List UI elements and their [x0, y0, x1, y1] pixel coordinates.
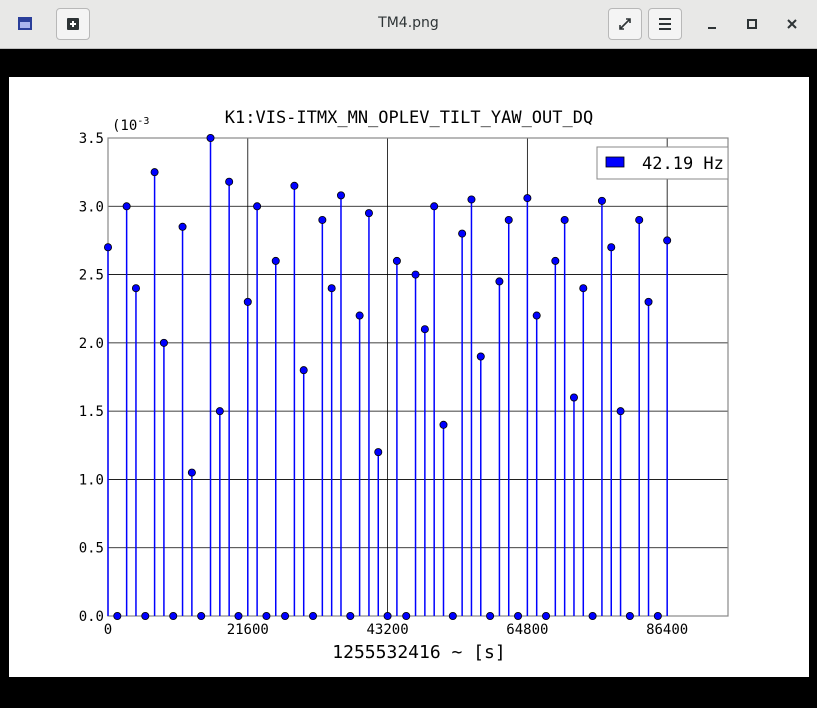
y-tick-label: 3.5: [79, 131, 104, 147]
stem-marker: [439, 420, 448, 429]
stem-marker: [486, 612, 495, 621]
stem-marker: [551, 256, 560, 265]
stem-marker: [309, 612, 318, 621]
stem-marker: [579, 284, 588, 293]
app-icon: [8, 8, 42, 40]
stem-marker: [607, 243, 616, 252]
legend-swatch: [605, 156, 625, 168]
stem-marker: [336, 191, 345, 200]
new-button[interactable]: [56, 8, 90, 40]
stem-marker: [597, 196, 606, 205]
stem-marker: [532, 311, 541, 320]
stem-marker: [448, 612, 457, 621]
stem-marker: [458, 229, 467, 238]
stem-marker: [253, 202, 262, 211]
stem-marker: [542, 612, 551, 621]
stem-marker: [504, 215, 513, 224]
stem-marker: [653, 612, 662, 621]
x-tick-label: 64800: [506, 622, 548, 638]
x-tick-label: 86400: [646, 622, 688, 638]
stem-marker: [355, 311, 364, 320]
stem-marker: [215, 407, 224, 416]
stem-marker: [318, 215, 327, 224]
stem-marker: [588, 612, 597, 621]
stem-marker: [476, 352, 485, 361]
stem-marker: [281, 612, 290, 621]
stem-marker: [430, 202, 439, 211]
stem-marker: [467, 195, 476, 204]
stem-marker: [663, 236, 672, 245]
y-tick-label: 2.5: [79, 268, 104, 284]
stem-marker: [206, 134, 215, 143]
multiplier-base: (10: [112, 118, 137, 134]
y-tick-label: 2.0: [79, 336, 104, 352]
stem-marker: [178, 222, 187, 231]
stem-marker: [392, 256, 401, 265]
x-axis-label: 1255532416 ~ [s]: [332, 642, 505, 663]
stem-marker: [383, 612, 392, 621]
stem-marker: [635, 215, 644, 224]
fullscreen-button[interactable]: [608, 8, 642, 40]
x-tick-label: 21600: [227, 622, 269, 638]
stem-marker: [364, 209, 373, 218]
stem-marker: [234, 612, 243, 621]
title-bar: TM4.png: [0, 0, 817, 49]
stem-marker: [411, 270, 420, 279]
stem-marker: [644, 297, 653, 306]
stem-marker: [616, 407, 625, 416]
stem-marker: [169, 612, 178, 621]
stem-marker: [271, 256, 280, 265]
stem-marker: [299, 366, 308, 375]
stem-marker: [560, 215, 569, 224]
stem-marker: [197, 612, 206, 621]
stem-marker: [225, 177, 234, 186]
window-controls[interactable]: [690, 8, 810, 40]
chart: K1:VIS-ITMX_MN_OPLEV_TILT_YAW_OUT_DQ (10…: [9, 77, 809, 677]
stem-marker: [374, 448, 383, 457]
y-tick-label: 0.0: [79, 609, 104, 625]
stem-marker: [346, 612, 355, 621]
stem-marker: [187, 468, 196, 477]
x-tick-label: 43200: [367, 622, 409, 638]
y-multiplier: (10-3: [112, 116, 149, 134]
stem-marker: [402, 612, 411, 621]
stem-marker: [625, 612, 634, 621]
stem-marker: [290, 181, 299, 190]
stem-marker: [141, 612, 150, 621]
stem-marker: [159, 338, 168, 347]
stem-marker: [122, 202, 131, 211]
stem-marker: [243, 297, 252, 306]
stem-marker: [523, 194, 532, 203]
stem-marker: [327, 284, 336, 293]
legend-label: 42.19 Hz: [642, 154, 724, 174]
stem-marker: [262, 612, 271, 621]
y-tick-label: 3.0: [79, 199, 104, 215]
stem-marker: [495, 277, 504, 286]
stem-marker: [420, 325, 429, 334]
y-tick-label: 1.5: [79, 404, 104, 420]
y-tick-label: 0.5: [79, 541, 104, 557]
stem-marker: [569, 393, 578, 402]
stem-marker: [131, 284, 140, 293]
stem-marker: [113, 612, 122, 621]
y-tick-label: 1.0: [79, 472, 104, 488]
x-tick-label: 0: [104, 622, 112, 638]
stem-marker: [104, 243, 113, 252]
multiplier-exponent: -3: [137, 116, 149, 127]
window-title: TM4.png: [378, 15, 439, 31]
chart-title: K1:VIS-ITMX_MN_OPLEV_TILT_YAW_OUT_DQ: [225, 108, 593, 128]
menu-button[interactable]: [648, 8, 682, 40]
stem-marker: [150, 168, 159, 177]
stem-marker: [514, 612, 523, 621]
